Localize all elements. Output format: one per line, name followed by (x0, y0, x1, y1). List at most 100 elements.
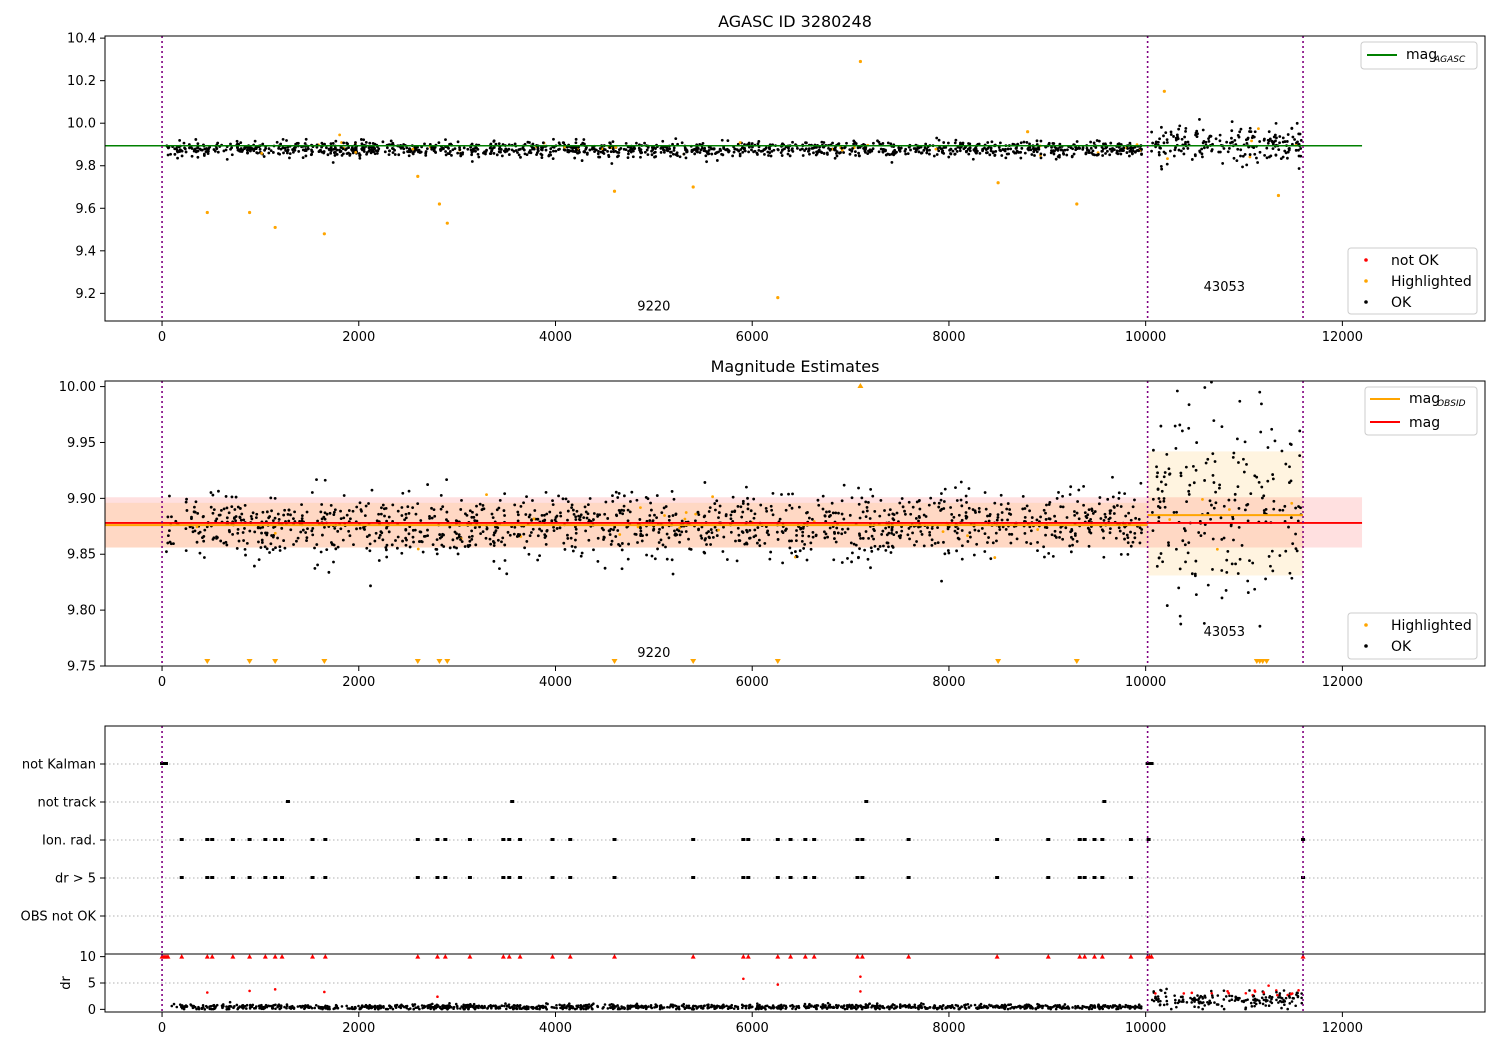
dr-point (504, 1002, 507, 1005)
ok-point (960, 504, 964, 508)
ok-point (1115, 151, 1119, 155)
ok-point (606, 517, 610, 520)
ok-point (757, 148, 761, 152)
ok-point (1238, 557, 1242, 561)
dr-point (1264, 996, 1268, 999)
dr-point (520, 1007, 523, 1011)
ok-point (502, 509, 506, 512)
ok-point (946, 141, 950, 145)
ok-point (737, 149, 741, 153)
ok-point (572, 513, 576, 516)
ok-point (1058, 535, 1061, 539)
ok-point (374, 149, 378, 153)
dr-point (736, 1007, 740, 1011)
flag-point (550, 876, 555, 879)
ok-point (1246, 591, 1250, 594)
ok-point (675, 533, 679, 537)
ok-point (258, 147, 262, 151)
dr-point (1054, 1007, 1058, 1011)
ok-point (1126, 147, 1130, 150)
dr-point (772, 1006, 776, 1009)
ok-point (1195, 135, 1199, 139)
ok-point (291, 150, 295, 154)
dr-point (178, 1003, 182, 1006)
ok-point (937, 138, 941, 142)
dr-point (767, 1005, 771, 1009)
ok-point (1042, 508, 1046, 512)
ok-point (845, 141, 848, 145)
ok-point (1201, 155, 1204, 159)
ok-point (1283, 149, 1287, 153)
dr-point (778, 1004, 782, 1008)
ok-point (441, 532, 444, 536)
ok-point (1237, 135, 1241, 139)
ok-point (1163, 471, 1167, 474)
dr-point (232, 1006, 235, 1010)
ok-point (283, 546, 287, 550)
ok-point (496, 538, 500, 542)
ok-point (917, 519, 920, 523)
ok-point (1006, 147, 1010, 151)
ok-point (338, 148, 341, 152)
ok-point (261, 525, 265, 529)
ok-point (1175, 510, 1178, 514)
ok-point (545, 512, 549, 516)
ok-point (1163, 505, 1167, 509)
ok-point (943, 552, 947, 556)
dr-point (248, 1003, 252, 1007)
dr-point (431, 1002, 434, 1006)
dr-point (1282, 1000, 1285, 1004)
ok-point (540, 513, 544, 517)
ok-point (318, 149, 322, 153)
ok-point (738, 539, 742, 543)
x-tick-label: 8000 (932, 1021, 965, 1036)
dr-point (516, 1004, 519, 1007)
dr-capped-marker (517, 954, 523, 959)
dr-point (633, 1004, 637, 1008)
ok-point (621, 512, 625, 516)
ok-point (815, 152, 819, 155)
ok-point (680, 141, 684, 145)
dr-point (848, 1003, 851, 1007)
ok-point (497, 142, 501, 146)
ok-point (930, 527, 934, 530)
ok-point (1064, 526, 1068, 530)
ok-point (495, 153, 499, 157)
ok-point (468, 509, 472, 513)
dr-point (540, 1005, 544, 1009)
ok-point (940, 151, 944, 154)
ok-point (474, 543, 478, 547)
ok-point (1260, 402, 1263, 406)
dr-point (1236, 996, 1240, 1000)
ok-point (492, 533, 496, 537)
ok-point (1025, 504, 1029, 508)
ok-point (528, 149, 532, 152)
dr-point (658, 1007, 662, 1011)
ok-point (867, 537, 870, 540)
ok-point (927, 503, 931, 507)
ok-point (1070, 154, 1074, 158)
ok-point (277, 146, 281, 150)
dr-point (1174, 1001, 1177, 1005)
dr-point (1193, 1005, 1196, 1009)
ok-point (883, 149, 887, 153)
ok-point (713, 525, 717, 529)
highlighted-point (1036, 528, 1040, 531)
ok-point (239, 518, 243, 522)
ok-point (185, 497, 188, 501)
dr-point (313, 1006, 317, 1010)
ok-point (530, 518, 534, 522)
ok-point (1165, 452, 1169, 456)
ok-point (1207, 137, 1210, 141)
ok-point (383, 150, 387, 154)
legend-marker (1364, 279, 1368, 283)
ok-point (626, 519, 630, 523)
ok-point (697, 527, 700, 531)
ok-point (190, 147, 194, 150)
ok-point (1168, 149, 1172, 153)
ok-point (602, 152, 606, 155)
ok-point (715, 151, 719, 155)
ok-point (250, 147, 254, 151)
ok-point (1082, 484, 1085, 488)
ok-point (953, 141, 957, 145)
